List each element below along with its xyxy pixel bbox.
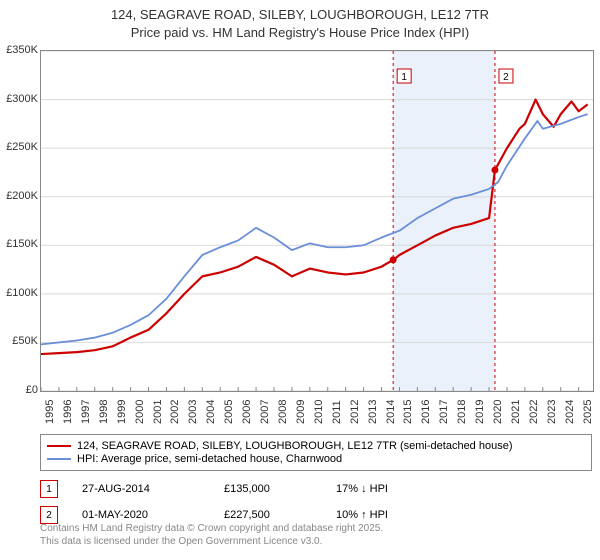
title-address: 124, SEAGRAVE ROAD, SILEBY, LOUGHBOROUGH… xyxy=(0,6,600,24)
legend-item-price-paid: 124, SEAGRAVE ROAD, SILEBY, LOUGHBOROUGH… xyxy=(47,440,585,452)
y-tick-label: £250K xyxy=(4,141,38,153)
x-tick-label: 2015 xyxy=(402,400,414,424)
x-tick-label: 2000 xyxy=(134,400,146,424)
sale-date: 27-AUG-2014 xyxy=(82,483,224,495)
footer-line1: Contains HM Land Registry data © Crown c… xyxy=(40,522,383,535)
x-tick-label: 1997 xyxy=(80,400,92,424)
x-tick-label: 2006 xyxy=(241,400,253,424)
y-tick-label: £350K xyxy=(4,44,38,56)
x-tick-label: 1998 xyxy=(98,400,110,424)
x-tick-label: 1995 xyxy=(44,400,56,424)
x-tick-label: 2003 xyxy=(187,400,199,424)
chart-container: 124, SEAGRAVE ROAD, SILEBY, LOUGHBOROUGH… xyxy=(0,0,600,560)
x-tick-label: 2014 xyxy=(385,400,397,424)
x-tick-label: 2009 xyxy=(295,400,307,424)
y-tick-label: £200K xyxy=(4,190,38,202)
x-tick-label: 2004 xyxy=(205,400,217,424)
x-tick-label: 2017 xyxy=(438,400,450,424)
x-tick-label: 2012 xyxy=(349,400,361,424)
legend-label-1: HPI: Average price, semi-detached house,… xyxy=(77,453,342,465)
y-tick-label: £0 xyxy=(4,384,38,396)
svg-text:2: 2 xyxy=(503,72,509,83)
x-tick-label: 2021 xyxy=(510,400,522,424)
plot-area: 12 xyxy=(40,50,594,392)
chart-title: 124, SEAGRAVE ROAD, SILEBY, LOUGHBOROUGH… xyxy=(0,0,600,41)
x-tick-label: 2010 xyxy=(313,400,325,424)
sale-price: £135,000 xyxy=(224,483,336,495)
x-tick-label: 1999 xyxy=(116,400,128,424)
y-tick-label: £150K xyxy=(4,238,38,250)
y-tick-label: £300K xyxy=(4,93,38,105)
x-tick-label: 2018 xyxy=(456,400,468,424)
svg-text:1: 1 xyxy=(401,72,407,83)
sale-price: £227,500 xyxy=(224,509,336,521)
x-tick-label: 2002 xyxy=(169,400,181,424)
sale-delta: 10% ↑ HPI xyxy=(336,509,468,521)
sale-delta: 17% ↓ HPI xyxy=(336,483,468,495)
x-tick-label: 2013 xyxy=(367,400,379,424)
x-tick-label: 2005 xyxy=(223,400,235,424)
sale-marker-icon: 1 xyxy=(40,480,58,498)
title-subtitle: Price paid vs. HM Land Registry's House … xyxy=(0,24,600,42)
plot-svg: 12 xyxy=(41,51,593,391)
x-tick-label: 2007 xyxy=(259,400,271,424)
sales-table: 127-AUG-2014£135,00017% ↓ HPI201-MAY-202… xyxy=(40,476,592,528)
legend-swatch-red xyxy=(47,445,71,447)
x-tick-label: 2022 xyxy=(528,400,540,424)
x-tick-label: 2020 xyxy=(492,400,504,424)
x-tick-label: 2008 xyxy=(277,400,289,424)
y-tick-label: £100K xyxy=(4,287,38,299)
footer-attribution: Contains HM Land Registry data © Crown c… xyxy=(40,522,383,548)
x-tick-label: 2025 xyxy=(582,400,594,424)
legend: 124, SEAGRAVE ROAD, SILEBY, LOUGHBOROUGH… xyxy=(40,434,592,471)
y-tick-label: £50K xyxy=(4,335,38,347)
legend-label-0: 124, SEAGRAVE ROAD, SILEBY, LOUGHBOROUGH… xyxy=(77,440,513,452)
x-tick-label: 2023 xyxy=(546,400,558,424)
x-tick-label: 2011 xyxy=(331,400,343,424)
x-tick-label: 1996 xyxy=(62,400,74,424)
x-tick-label: 2024 xyxy=(564,400,576,424)
legend-item-hpi: HPI: Average price, semi-detached house,… xyxy=(47,453,585,465)
legend-swatch-blue xyxy=(47,458,71,460)
footer-line2: This data is licensed under the Open Gov… xyxy=(40,535,383,548)
x-tick-label: 2016 xyxy=(420,400,432,424)
x-tick-label: 2001 xyxy=(152,400,164,424)
sale-date: 01-MAY-2020 xyxy=(82,509,224,521)
x-tick-label: 2019 xyxy=(474,400,486,424)
sale-row: 1 27-AUG-2014£135,00017% ↓ HPI xyxy=(40,476,592,502)
